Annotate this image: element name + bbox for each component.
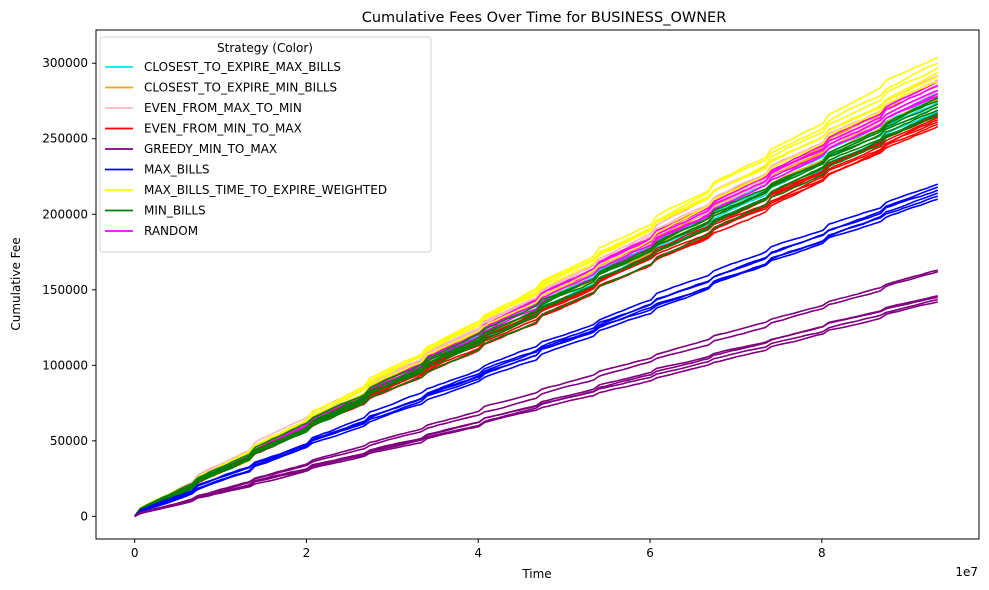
y-axis-ticks: 0 50000 100000 150000 200000 250000 300000 <box>42 56 96 523</box>
x-axis-label: Time <box>521 567 551 581</box>
series-line-max-bills <box>134 186 939 517</box>
series-line-max-bills-time-to-expire-weighted <box>134 56 939 517</box>
x-tick-label: 6 <box>646 546 654 560</box>
legend-label: MIN_BILLS <box>144 204 206 218</box>
y-tick-label: 150000 <box>42 283 88 297</box>
series-line-max-bills <box>134 183 939 517</box>
legend-label: MAX_BILLS_TIME_TO_EXPIRE_WEIGHTED <box>144 183 387 197</box>
x-tick-label: 8 <box>818 546 826 560</box>
y-tick-label: 250000 <box>42 132 88 146</box>
legend-label: EVEN_FROM_MIN_TO_MAX <box>144 122 302 136</box>
series-line-greedy-min-to-max <box>134 301 938 518</box>
legend-label: EVEN_FROM_MAX_TO_MIN <box>144 101 302 115</box>
x-axis-ticks: 0 2 4 6 8 <box>131 539 826 560</box>
legend-label: GREEDY_MIN_TO_MAX <box>144 142 277 156</box>
series-lines <box>134 56 939 518</box>
legend-title: Strategy (Color) <box>217 41 313 55</box>
x-tick-label: 0 <box>131 546 139 560</box>
legend-box <box>99 36 432 253</box>
y-tick-label: 50000 <box>50 434 88 448</box>
y-axis-label: Cumulative Fee <box>9 237 23 330</box>
legend-label: CLOSEST_TO_EXPIRE_MAX_BILLS <box>144 60 341 74</box>
x-tick-label: 4 <box>474 546 482 560</box>
plot-frame <box>95 29 980 540</box>
x-tick-label: 2 <box>303 546 311 560</box>
legend-label: CLOSEST_TO_EXPIRE_MIN_BILLS <box>144 81 337 95</box>
legend: Strategy (Color) CLOSEST_TO_EXPIRE_MAX_B… <box>99 36 432 253</box>
series-line-min-bills <box>134 97 939 517</box>
series-line-greedy-min-to-max <box>134 269 938 517</box>
series-line-greedy-min-to-max <box>134 295 938 517</box>
y-tick-label: 0 <box>80 509 88 523</box>
y-tick-label: 200000 <box>42 207 88 221</box>
x-axis-offset-label: 1e7 <box>955 565 978 579</box>
legend-label: RANDOM <box>144 224 198 238</box>
chart-title: Cumulative Fees Over Time for BUSINESS_O… <box>362 10 727 26</box>
y-tick-label: 100000 <box>42 358 88 372</box>
series-line-max-bills <box>134 192 939 517</box>
legend-items: CLOSEST_TO_EXPIRE_MAX_BILLS CLOSEST_TO_EX… <box>105 60 387 238</box>
series-line-max-bills <box>134 198 939 517</box>
y-tick-label: 300000 <box>42 56 88 70</box>
legend-label: MAX_BILLS <box>144 163 210 177</box>
